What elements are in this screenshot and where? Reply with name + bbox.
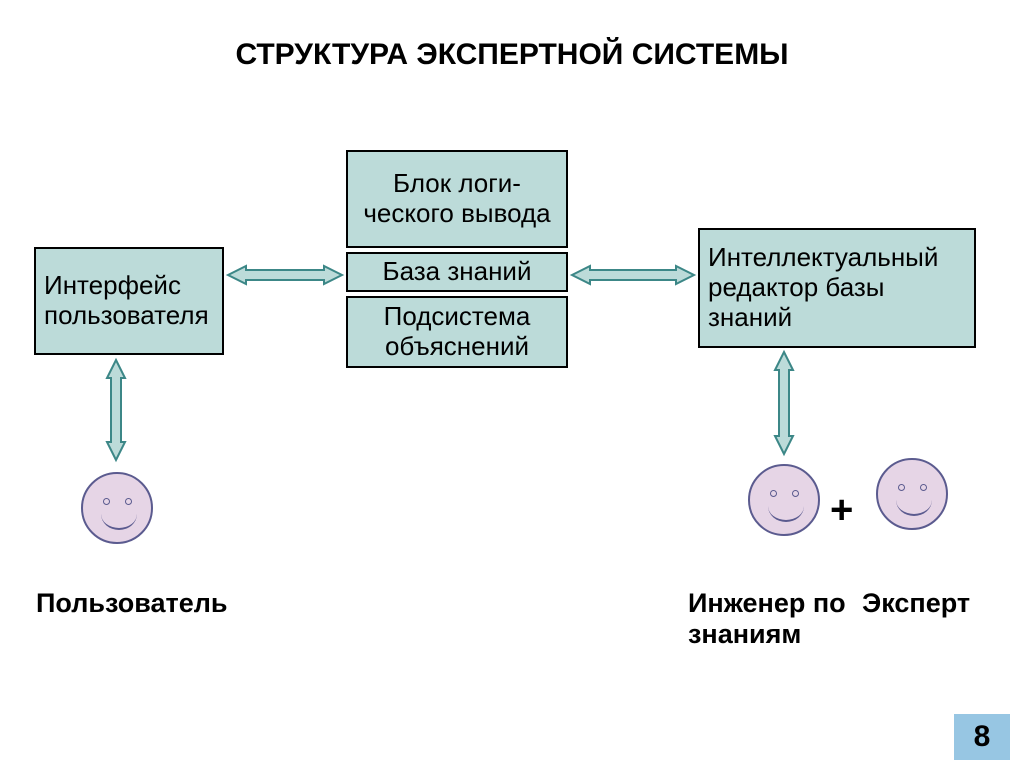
box-kb-editor: Интеллектуаль­ный редактор базы знаний bbox=[698, 228, 976, 348]
page-number: 8 bbox=[954, 714, 1010, 760]
label-user: Пользователь bbox=[36, 588, 227, 619]
user-face bbox=[81, 472, 153, 544]
arrow-ui-user bbox=[105, 360, 127, 460]
box-knowledge-base: База знаний bbox=[346, 252, 568, 292]
arrow-ui-center bbox=[228, 264, 342, 286]
label-expert: Эксперт bbox=[862, 588, 970, 619]
label-engineer: Инженер по знаниям bbox=[688, 588, 888, 650]
plus-sign: + bbox=[830, 488, 853, 533]
diagram-title: СТРУКТУРА ЭКСПЕРТНОЙ СИСТЕМЫ bbox=[0, 38, 1024, 72]
expert-face bbox=[876, 458, 948, 530]
engineer-face bbox=[748, 464, 820, 536]
arrow-center-editor bbox=[572, 264, 694, 286]
box-logic-inference: Блок логи­ческого вы­вода bbox=[346, 150, 568, 248]
arrow-editor-eng bbox=[773, 352, 795, 454]
box-user-interface: Интерфейс пользова­теля bbox=[34, 247, 224, 355]
box-explanation-subsystem: Подсистема объяснений bbox=[346, 296, 568, 368]
